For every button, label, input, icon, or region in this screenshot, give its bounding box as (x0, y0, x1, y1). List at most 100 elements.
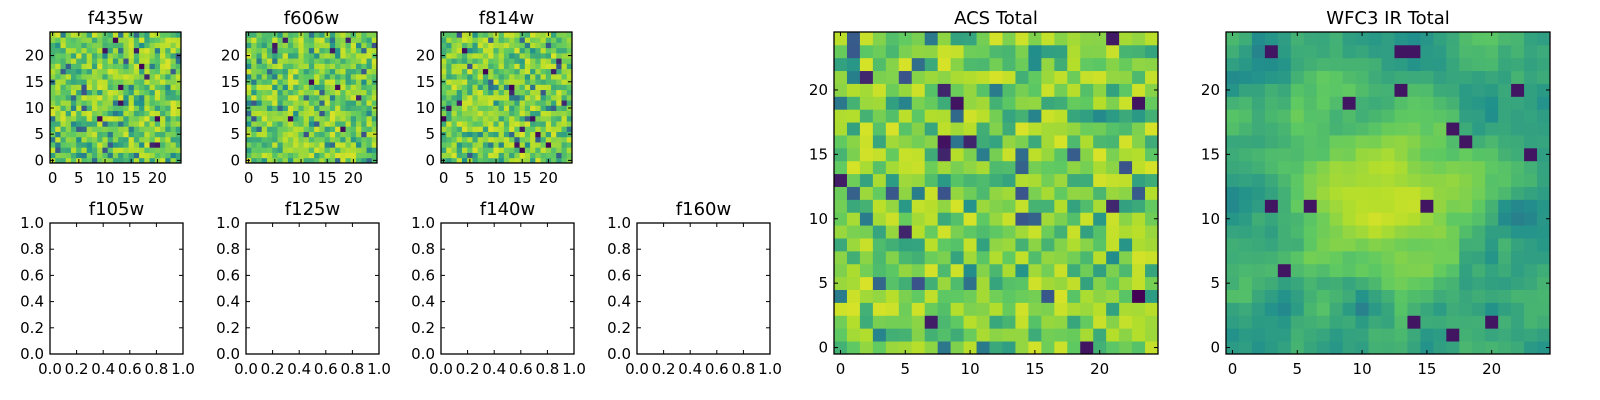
heatmap-cell (1472, 263, 1486, 278)
heatmap-cell (70, 79, 77, 85)
heatmap-cell (1251, 122, 1266, 136)
heatmap-cell (144, 136, 150, 143)
heatmap-cell (1067, 32, 1081, 46)
axes-frame (245, 222, 380, 355)
heatmap-cell (371, 84, 378, 91)
heatmap-cell (298, 42, 305, 49)
heatmap-cell (314, 147, 320, 153)
heatmap-cell (937, 315, 952, 329)
heatmap-cell (70, 126, 77, 132)
heatmap-cell (107, 126, 114, 132)
heatmap-cell (324, 115, 331, 122)
heatmap-cell (272, 100, 278, 106)
heatmap-cell (1290, 328, 1305, 342)
heatmap-cell (1329, 160, 1344, 175)
heatmap-cell (366, 126, 373, 132)
heatmap-cell (530, 94, 536, 101)
heatmap-cell (314, 131, 320, 138)
heatmap-cell (1355, 199, 1369, 213)
heatmap-cell (149, 131, 156, 138)
heatmap-cell (1002, 199, 1016, 213)
heatmap-cell (1238, 263, 1253, 278)
heatmap-cell (446, 152, 452, 159)
heatmap-cell (1226, 122, 1240, 136)
heatmap-cell (50, 89, 56, 96)
heatmap-cell (266, 52, 273, 59)
heatmap-cell (1226, 160, 1240, 175)
heatmap-cell (1290, 173, 1305, 187)
heatmap-cell (154, 89, 161, 96)
heatmap-cell (1511, 276, 1525, 290)
heatmap-cell (356, 68, 362, 75)
heatmap-cell (1394, 147, 1408, 162)
heatmap-cell (154, 152, 161, 159)
heatmap-cell (1290, 341, 1305, 355)
heatmap-cell (963, 238, 977, 252)
heatmap-cell (97, 94, 103, 101)
heatmap-cell (1028, 328, 1042, 342)
heatmap-cell (1472, 276, 1486, 290)
heatmap-cell (175, 58, 182, 64)
heatmap-cell (488, 121, 494, 127)
heatmap-cell (1277, 250, 1292, 265)
heatmap-cell (1067, 328, 1081, 342)
heatmap-cell (963, 83, 977, 97)
heatmap-cell (60, 84, 67, 91)
heatmap-cell (86, 37, 93, 43)
heatmap-cell (898, 186, 913, 200)
heatmap-cell (298, 136, 305, 143)
heatmap-cell (1067, 341, 1081, 355)
heatmap-cell (128, 79, 135, 85)
heatmap-cell (872, 341, 887, 355)
heatmap-cell (482, 136, 489, 143)
heatmap-cell (112, 126, 119, 132)
heatmap-cell (1446, 83, 1460, 97)
heatmap-cell (335, 47, 341, 54)
heatmap-cell (91, 79, 98, 85)
heatmap-cell (266, 94, 273, 101)
heatmap-cell (834, 276, 848, 290)
heatmap-cell (561, 47, 568, 54)
heatmap-cell (834, 32, 848, 46)
heatmap-cell (361, 126, 367, 132)
heatmap-cell (493, 52, 500, 59)
heatmap-cell (461, 131, 468, 138)
heatmap-cell (551, 136, 557, 143)
heatmap-cell (251, 73, 257, 80)
heatmap-cell (1459, 44, 1473, 59)
heatmap-cell (1080, 57, 1094, 72)
heatmap-cell (107, 115, 114, 122)
heatmap-cell (477, 126, 484, 132)
heatmap-cell (112, 79, 119, 85)
heatmap-cell (102, 105, 109, 111)
x-tick-label: 0.2 (65, 360, 89, 378)
heatmap-cell (937, 109, 952, 123)
heatmap-cell (1054, 302, 1068, 316)
heatmap-cell (530, 63, 536, 70)
heatmap-cell (91, 115, 98, 122)
heatmap-cell (91, 42, 98, 49)
heatmap-cell (524, 42, 531, 49)
heatmap-cell (308, 63, 315, 70)
heatmap-cell (1028, 289, 1042, 303)
heatmap-cell (1329, 83, 1344, 97)
heatmap-cell (293, 47, 299, 54)
heatmap-cell (1524, 83, 1538, 97)
heatmap-cell (519, 79, 526, 85)
heatmap-cell (498, 152, 505, 159)
heatmap-cell (1329, 173, 1344, 187)
heatmap-cell (1498, 44, 1512, 59)
heatmap-cell (1537, 57, 1551, 72)
heatmap-cell (1485, 70, 1499, 84)
heatmap-cell (976, 186, 990, 200)
heatmap-cell (287, 105, 294, 111)
heatmap-cell (545, 84, 552, 91)
heatmap-cell (329, 136, 336, 143)
heatmap-cell (102, 121, 109, 127)
heatmap-cell (1238, 289, 1253, 303)
heatmap-cell (324, 89, 331, 96)
heatmap-cell (1537, 32, 1551, 46)
heatmap-cell (287, 152, 294, 159)
heatmap-cell (1277, 212, 1292, 226)
